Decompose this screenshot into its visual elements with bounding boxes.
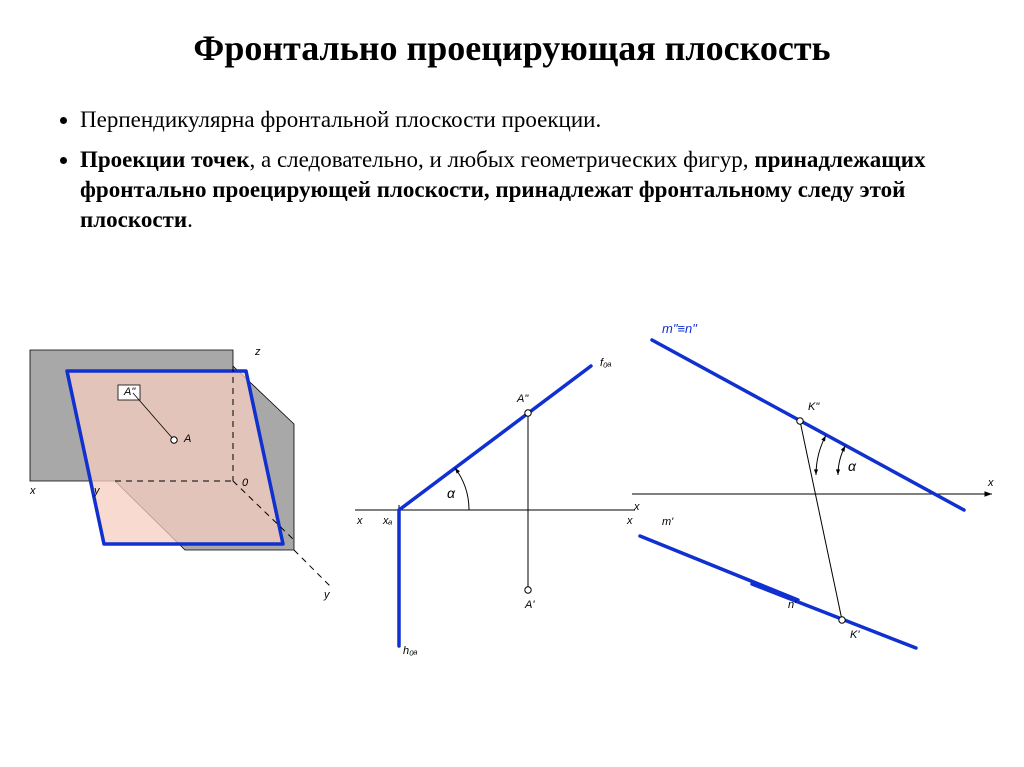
bullet-1-text: Перпендикулярна фронтальной плоскости пр… [80, 107, 601, 132]
svg-text:x: x [987, 477, 994, 489]
svg-text:A": A" [123, 386, 136, 398]
svg-text:h₀ₐ: h₀ₐ [403, 645, 418, 657]
panel-3-lines: x x m"≡n" m' n' K" K' α [632, 320, 992, 660]
svg-text:α: α [848, 458, 857, 474]
svg-text:m"≡n": m"≡n" [662, 321, 698, 336]
svg-text:α: α [447, 485, 456, 501]
svg-text:x: x [633, 501, 640, 513]
svg-text:x: x [356, 515, 363, 527]
svg-text:A": A" [516, 393, 529, 405]
svg-text:x: x [29, 485, 36, 497]
bullet-2-prefix: Проекции точек [80, 147, 249, 172]
svg-text:xₐ: xₐ [382, 515, 393, 527]
svg-text:n': n' [788, 599, 797, 611]
svg-text:A: A [183, 433, 191, 445]
bullet-2-mid: , а следовательно, и любых геометрически… [249, 147, 754, 172]
panel-1-isometric: z0yyxA"A [30, 350, 336, 650]
svg-text:A': A' [524, 599, 535, 611]
bullet-1: Перпендикулярна фронтальной плоскости пр… [80, 105, 972, 135]
bullet-2-end: . [187, 207, 193, 232]
svg-text:y: y [323, 589, 331, 601]
svg-text:0: 0 [242, 477, 249, 489]
svg-text:m': m' [662, 516, 674, 528]
svg-text:z: z [254, 346, 261, 358]
bullet-list: Перпендикулярна фронтальной плоскости пр… [52, 105, 972, 235]
svg-text:K': K' [850, 629, 860, 641]
panel-2-epure: xxxₐf₀ₐh₀ₐαA"A' [355, 350, 635, 660]
bullet-2: Проекции точек, а следовательно, и любых… [80, 145, 972, 235]
page-title: Фронтально проецирующая плоскость [52, 28, 972, 69]
svg-text:K": K" [808, 401, 820, 413]
svg-text:f₀ₐ: f₀ₐ [600, 357, 612, 369]
diagrams-container: z0yyxA"A xxxₐf₀ₐh₀ₐαA"A' xxm"≡n"m'n'K"K'… [0, 320, 1024, 750]
